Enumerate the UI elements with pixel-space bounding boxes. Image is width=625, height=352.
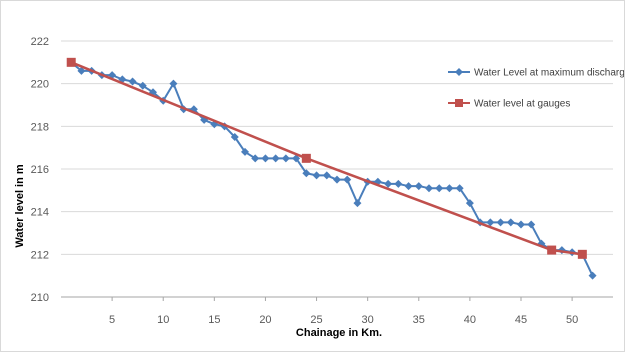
discharge-point-marker [394, 179, 403, 188]
discharge-point-marker [322, 171, 331, 180]
x-tick-label: 5 [109, 314, 115, 326]
legend-square-marker [455, 99, 463, 107]
discharge-point-marker [486, 218, 495, 227]
discharge-point-marker [465, 199, 474, 208]
legend-diamond-marker [455, 68, 463, 76]
series-layer [66, 57, 597, 280]
discharge-point-marker [138, 81, 147, 90]
x-tick-label: 40 [464, 314, 476, 326]
discharge-point-marker [588, 271, 597, 280]
discharge-point-marker [281, 154, 290, 163]
discharge-point-marker [496, 218, 505, 227]
x-tick-label: 15 [208, 314, 220, 326]
discharge-point-marker [241, 147, 249, 156]
gauge-point-marker [66, 57, 76, 67]
gauge-point-marker [547, 245, 557, 255]
discharge-point-marker [445, 184, 454, 193]
y-tick-label: 212 [31, 249, 49, 261]
x-tick-label: 45 [515, 314, 527, 326]
gauge-point-marker [301, 153, 311, 163]
discharge-point-marker [169, 79, 178, 88]
x-tick-label: 50 [566, 314, 578, 326]
y-tick-label: 216 [31, 164, 49, 176]
discharge-point-marker [230, 133, 239, 141]
discharge-point-marker [292, 154, 301, 163]
discharge-point-marker [425, 184, 433, 193]
legend-label-1: Water level at gauges [474, 99, 570, 110]
x-axis-title: Chainage in Km. [296, 327, 382, 339]
discharge-point-marker [128, 77, 137, 86]
discharge-point-marker [77, 66, 86, 75]
x-tick-label: 35 [413, 314, 425, 326]
discharge-point-marker [302, 169, 311, 178]
y-tick-label: 218 [31, 121, 49, 133]
discharge-point-marker [312, 171, 321, 180]
y-tick-label: 222 [31, 36, 49, 48]
discharge-point-marker [333, 175, 341, 184]
gridlines [61, 40, 613, 298]
discharge-point-marker [384, 179, 393, 188]
discharge-point-marker [404, 182, 413, 191]
discharge-point-marker [251, 154, 260, 163]
discharge-point-marker [517, 220, 525, 229]
x-tick-label: 25 [310, 314, 322, 326]
discharge-point-marker [343, 175, 352, 184]
gauge-point-marker [577, 249, 587, 259]
axes: 210 212 214 216 218 220 222 5 10 15 20 25 30 35 40 45 50 [31, 36, 613, 326]
legend-label-0: Water Level at maximum discharge [474, 68, 624, 79]
legend: Water Level at maximum discharge Water le… [448, 68, 624, 110]
discharge-point-marker [455, 184, 464, 193]
series-line-1 [70, 61, 583, 256]
x-tick-label: 20 [259, 314, 271, 326]
discharge-point-marker [527, 220, 536, 229]
x-tick-label: 10 [157, 314, 169, 326]
discharge-point-marker [506, 218, 515, 227]
discharge-point-marker [261, 154, 270, 163]
discharge-point-marker [271, 154, 280, 163]
y-tick-label: 220 [31, 79, 49, 91]
discharge-point-marker [414, 182, 423, 191]
discharge-point-marker [435, 184, 444, 193]
y-axis-title: Water level in m [14, 164, 26, 248]
y-tick-label: 210 [31, 292, 49, 304]
x-tick-label: 30 [362, 314, 374, 326]
y-tick-label: 214 [31, 207, 49, 219]
discharge-point-marker [353, 199, 362, 208]
